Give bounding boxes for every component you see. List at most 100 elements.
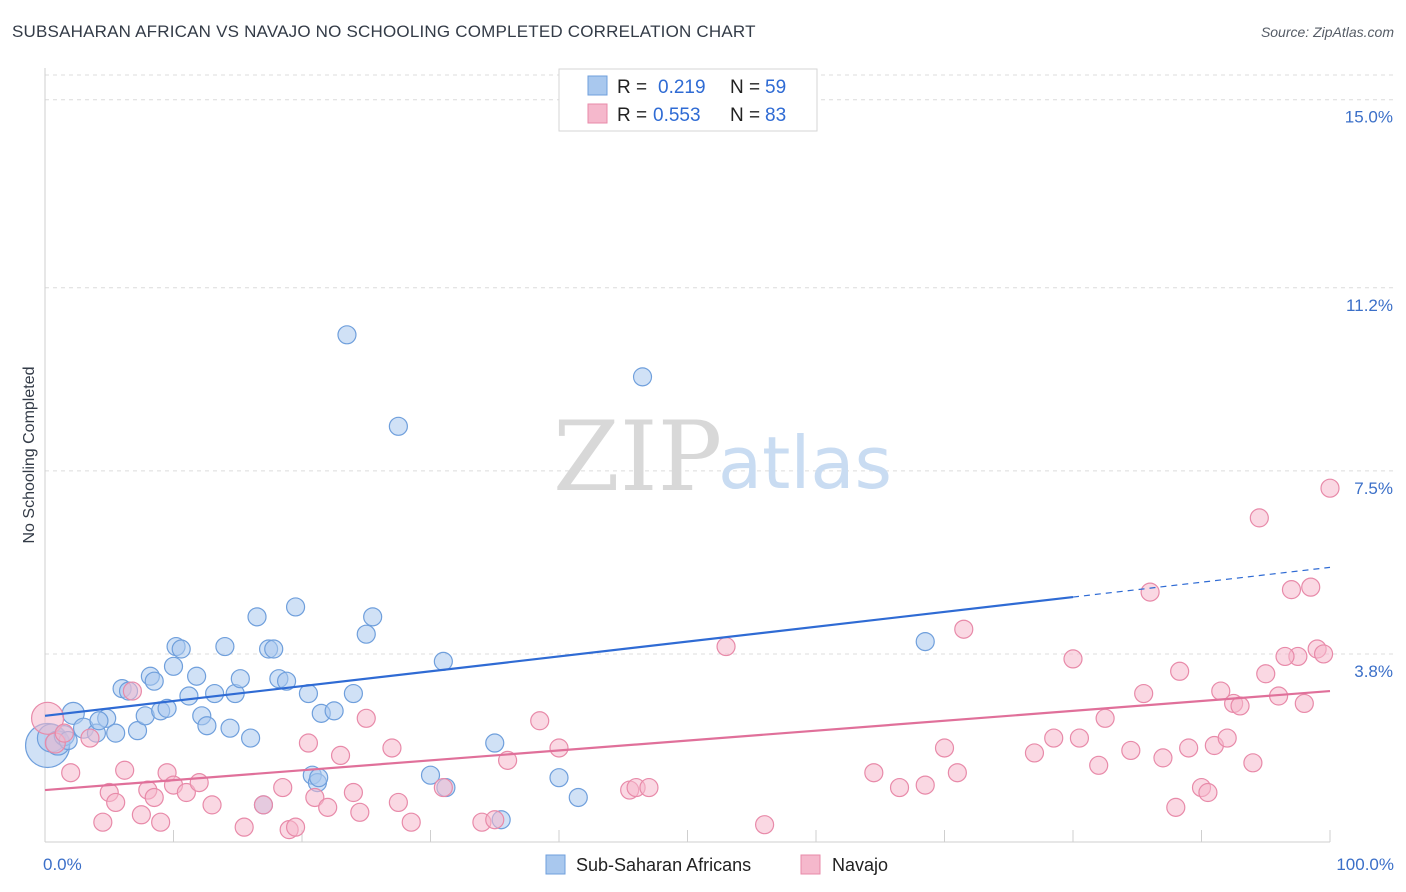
point-sub-saharan bbox=[89, 711, 109, 731]
point-navajo bbox=[1170, 661, 1190, 681]
point-sub-saharan bbox=[215, 636, 235, 657]
point-navajo bbox=[1095, 708, 1115, 728]
point-sub-saharan bbox=[915, 631, 935, 652]
point-navajo bbox=[61, 763, 81, 783]
point-navajo bbox=[947, 763, 967, 783]
point-sub-saharan bbox=[356, 624, 376, 644]
point-sub-saharan bbox=[157, 698, 177, 718]
point-sub-saharan bbox=[363, 607, 383, 627]
point-sub-saharan bbox=[127, 721, 148, 741]
point-sub-saharan bbox=[632, 367, 653, 387]
point-sub-saharan bbox=[285, 597, 306, 617]
point-navajo bbox=[54, 723, 74, 743]
watermark-zip: ZIP bbox=[553, 401, 722, 513]
bottom-legend-label-blue: Sub-Saharan Africans bbox=[576, 855, 751, 875]
tick-labels: 3.8% 7.5% 11.2% 15.0% 0.0% 100.0% bbox=[43, 108, 1394, 874]
point-navajo bbox=[115, 760, 135, 780]
point-sub-saharan bbox=[264, 639, 284, 659]
point-navajo bbox=[388, 792, 408, 813]
point-navajo bbox=[273, 777, 293, 798]
point-sub-saharan bbox=[433, 651, 453, 671]
point-sub-saharan bbox=[187, 666, 207, 686]
point-navajo bbox=[1153, 748, 1173, 768]
point-sub-saharan bbox=[163, 656, 184, 676]
y-tick-label: 7.5% bbox=[1354, 479, 1393, 498]
point-navajo bbox=[122, 681, 142, 701]
chart-title: SUBSAHARAN AFRICAN VS NAVAJO NO SCHOOLIN… bbox=[12, 22, 756, 41]
legend-r-value-blue: 0.219 bbox=[658, 77, 706, 98]
point-navajo bbox=[106, 792, 126, 813]
point-navajo bbox=[1249, 508, 1269, 528]
y-tick-label: 3.8% bbox=[1354, 662, 1393, 681]
series-legend: Sub-Saharan Africans Navajo bbox=[545, 854, 888, 875]
point-sub-saharan bbox=[324, 701, 344, 721]
point-navajo bbox=[151, 812, 171, 832]
bottom-legend-swatch-pink bbox=[800, 854, 821, 875]
legend-n-label-pink: N = bbox=[730, 105, 760, 126]
point-sub-saharan bbox=[241, 728, 261, 748]
point-sub-saharan bbox=[298, 683, 319, 704]
legend-n-label-blue: N = bbox=[730, 77, 760, 98]
series-navajo bbox=[30, 478, 1340, 840]
point-navajo bbox=[80, 728, 100, 748]
legend-r-label-pink: R = bbox=[617, 105, 647, 126]
x-tick-label: 100.0% bbox=[1336, 855, 1394, 874]
point-navajo bbox=[433, 777, 453, 798]
point-navajo bbox=[1134, 683, 1154, 704]
legend-swatch-pink bbox=[587, 103, 608, 124]
point-navajo bbox=[1121, 740, 1141, 761]
point-navajo bbox=[285, 817, 306, 837]
bottom-legend-label-pink: Navajo bbox=[832, 855, 888, 875]
point-navajo bbox=[1089, 755, 1109, 775]
series-sub-saharan-africans bbox=[24, 325, 935, 830]
x-tick-label: 0.0% bbox=[43, 855, 82, 874]
point-navajo bbox=[1301, 577, 1321, 597]
point-navajo bbox=[530, 711, 550, 731]
point-navajo bbox=[754, 815, 775, 835]
y-tick-label: 11.2% bbox=[1346, 296, 1393, 315]
watermark-atlas: atlas bbox=[718, 421, 892, 505]
point-navajo bbox=[1198, 782, 1218, 803]
point-navajo bbox=[305, 787, 325, 808]
point-navajo bbox=[189, 773, 209, 793]
point-sub-saharan bbox=[485, 733, 505, 753]
point-navajo bbox=[1217, 728, 1237, 748]
bottom-legend-swatch-blue bbox=[545, 854, 566, 875]
point-navajo bbox=[382, 738, 402, 758]
point-sub-saharan bbox=[568, 787, 588, 808]
legend-n-value-blue: 59 bbox=[765, 77, 786, 98]
point-sub-saharan bbox=[247, 607, 267, 627]
point-navajo bbox=[1166, 797, 1186, 817]
trend-line-navajo bbox=[44, 689, 1331, 792]
watermark: ZIP atlas bbox=[553, 401, 892, 513]
point-sub-saharan bbox=[549, 768, 569, 788]
point-sub-saharan bbox=[388, 416, 408, 436]
y-tick-label: 15.0% bbox=[1345, 108, 1393, 127]
point-navajo bbox=[1256, 664, 1276, 684]
point-navajo bbox=[176, 782, 196, 803]
point-navajo bbox=[889, 777, 910, 798]
point-navajo bbox=[330, 745, 351, 766]
point-navajo bbox=[131, 805, 151, 825]
point-navajo bbox=[1044, 728, 1064, 748]
legend-swatch-blue bbox=[587, 75, 608, 96]
point-navajo bbox=[485, 810, 505, 830]
point-sub-saharan bbox=[309, 768, 329, 788]
point-sub-saharan bbox=[179, 686, 199, 706]
point-sub-saharan bbox=[230, 669, 250, 689]
point-navajo bbox=[253, 795, 274, 815]
point-sub-saharan bbox=[144, 671, 164, 691]
axes bbox=[44, 68, 1331, 843]
point-navajo bbox=[1243, 753, 1263, 773]
point-navajo bbox=[202, 795, 222, 815]
trend-line-sub-saharan bbox=[44, 595, 1074, 717]
point-navajo bbox=[144, 787, 164, 808]
point-navajo bbox=[298, 733, 319, 753]
point-navajo bbox=[30, 701, 65, 735]
point-sub-saharan bbox=[197, 716, 217, 736]
point-navajo bbox=[1024, 743, 1045, 763]
point-navajo bbox=[639, 777, 659, 798]
point-navajo bbox=[93, 812, 113, 832]
correlation-legend: R = 0.219 N = 59 R = 0.553 N = 83 bbox=[558, 68, 818, 132]
